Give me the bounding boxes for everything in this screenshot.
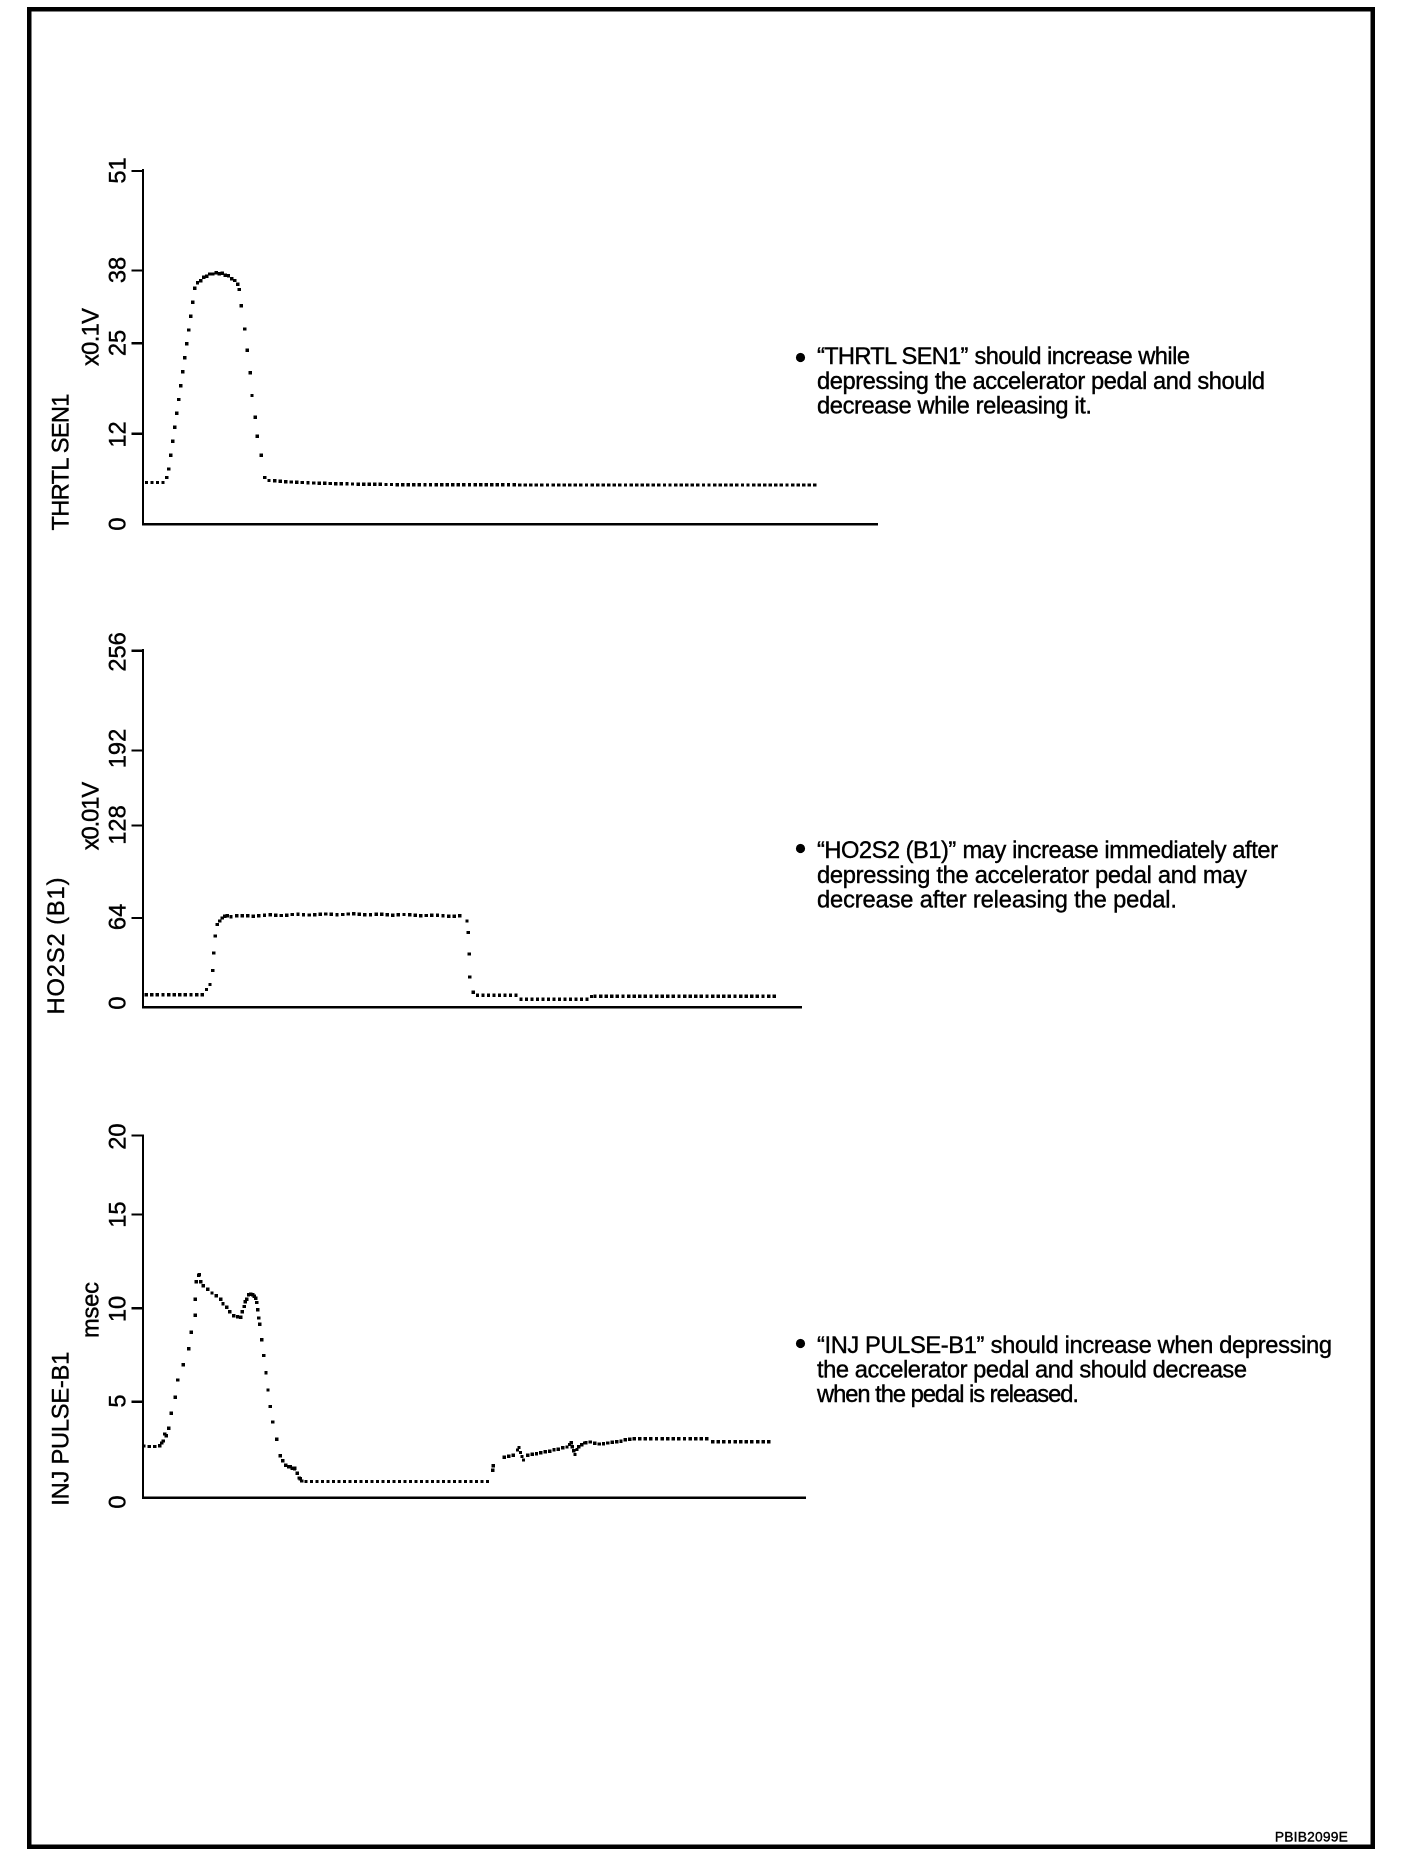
svg-text:128: 128 [106,805,132,845]
svg-text:INJ PULSE-B1: INJ PULSE-B1 [49,1352,75,1506]
svg-text:x0.1V: x0.1V [79,308,105,366]
svg-text:should increase while: should increase while [968,344,1190,370]
svg-text:depressing the accelerator ped: depressing the accelerator pedal and may [817,863,1247,889]
svg-text:should increase when depressin: should increase when depressing [984,1333,1332,1359]
svg-text:15: 15 [106,1201,132,1227]
svg-text:“INJ PULSE-B1”: “INJ PULSE-B1” [817,1333,985,1359]
svg-text:the accelerator pedal and shou: the accelerator pedal and should decreas… [817,1358,1247,1384]
svg-text:0: 0 [106,996,132,1009]
svg-text:decrease while releasing it.: decrease while releasing it. [817,394,1092,420]
svg-text:“THRTL SEN1”: “THRTL SEN1” [817,344,969,370]
svg-text:64: 64 [106,904,132,930]
svg-text:256: 256 [106,632,132,672]
svg-text:decrease after releasing the p: decrease after releasing the pedal. [817,888,1177,914]
svg-text:THRTL SEN1: THRTL SEN1 [49,394,75,531]
svg-text:depressing the accelerator ped: depressing the accelerator pedal and sho… [817,369,1265,395]
svg-text:“HO2S2 (B1)”: “HO2S2 (B1)” [817,838,956,864]
svg-text:20: 20 [106,1123,132,1149]
svg-text:0: 0 [106,517,132,530]
svg-text:HO2S2 (B1): HO2S2 (B1) [44,878,70,1015]
svg-text:25: 25 [106,330,132,356]
svg-text:10: 10 [106,1296,132,1322]
svg-text:x0.01V: x0.01V [79,782,105,851]
svg-text:PBIB2099E: PBIB2099E [1275,1830,1348,1845]
svg-text:192: 192 [106,729,132,769]
svg-text:may increase immediately after: may increase immediately after [956,838,1278,864]
svg-text:51: 51 [106,157,132,183]
svg-text:12: 12 [106,421,132,447]
svg-text:5: 5 [106,1394,132,1407]
svg-text:msec: msec [79,1282,105,1338]
svg-text:when the pedal is released.: when the pedal is released. [816,1382,1079,1408]
svg-text:38: 38 [106,257,132,283]
svg-text:0: 0 [106,1495,132,1508]
